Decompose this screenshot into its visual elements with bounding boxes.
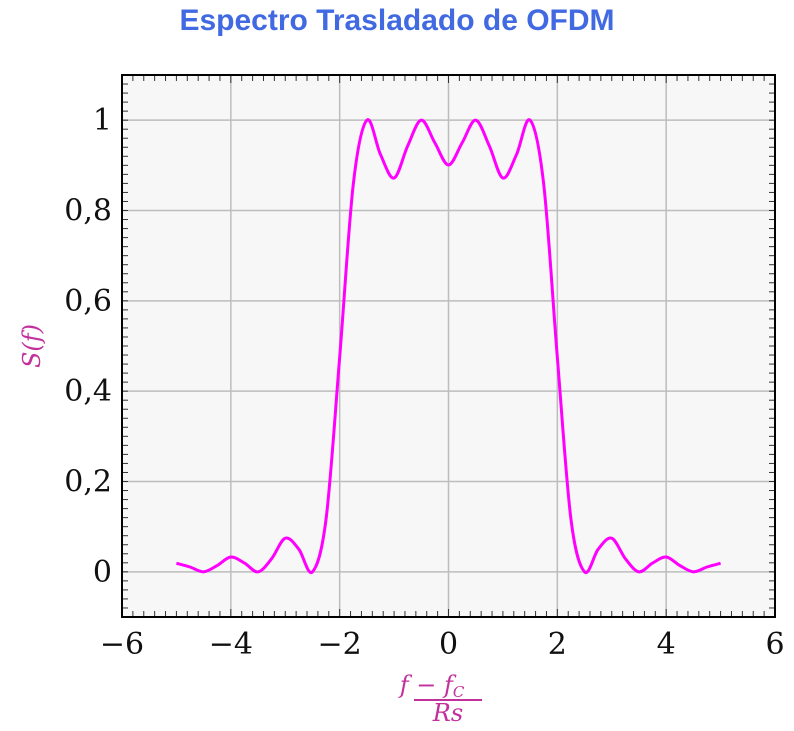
tick-labels: −6 −4 −2 0 2 4 6 0 0,2 0,4 0,6 0,8 1: [64, 103, 784, 662]
series-line: [176, 118, 721, 575]
x-tick-label: −6: [100, 627, 144, 662]
x-tick-label: −4: [209, 627, 253, 662]
x-axis-label: f − fC Rs: [398, 671, 482, 727]
x-tick-label: 6: [765, 627, 784, 662]
x-tick-label: 0: [439, 627, 458, 662]
chart-title: Espectro Trasladado de OFDM: [179, 4, 615, 37]
x-tick-label: 4: [657, 627, 676, 662]
y-tick-label: 0,8: [64, 194, 112, 229]
y-tick-label: 0,4: [64, 374, 112, 409]
x-tick-label: 2: [548, 627, 567, 662]
y-tick-label: 0: [93, 555, 112, 590]
x-label-denominator: Rs: [432, 699, 463, 727]
plot-frame: [121, 74, 776, 618]
y-tick-label: 0,6: [64, 284, 112, 319]
x-tick-label: −2: [318, 627, 362, 662]
y-tick-label: 0,2: [64, 465, 112, 500]
x-label-numerator: f − fC: [398, 671, 465, 701]
y-axis-label: S(f): [18, 324, 46, 368]
y-tick-label: 1: [93, 103, 112, 138]
